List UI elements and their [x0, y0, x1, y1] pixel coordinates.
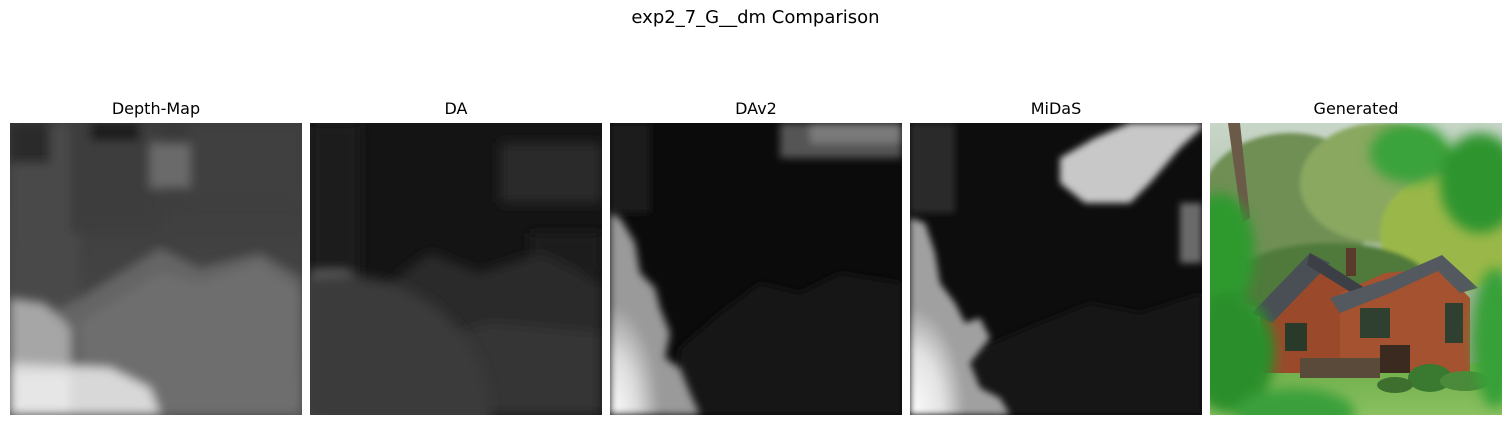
panel-title-dav2: DAv2: [735, 99, 777, 118]
panel-generated: Generated: [1210, 97, 1502, 415]
depth-map-image: [10, 123, 302, 415]
figure-title: exp2_7_G__dm Comparison: [631, 7, 880, 28]
panel-da: DA: [310, 97, 602, 415]
panel-midas: MiDaS: [910, 97, 1202, 415]
midas-depth-image: [910, 123, 1202, 415]
panel-title-depth-map: Depth-Map: [111, 99, 201, 118]
panel-depth-map: Depth-Map: [10, 97, 302, 415]
panel-title-generated: Generated: [1313, 99, 1399, 118]
panel-title-midas: MiDaS: [1030, 99, 1082, 118]
panel-title-da: DA: [444, 99, 468, 118]
da-depth-image: [310, 123, 602, 415]
panel-dav2: DAv2: [610, 97, 902, 415]
dav2-depth-image: [610, 123, 902, 415]
generated-photo-image: [1210, 123, 1502, 415]
